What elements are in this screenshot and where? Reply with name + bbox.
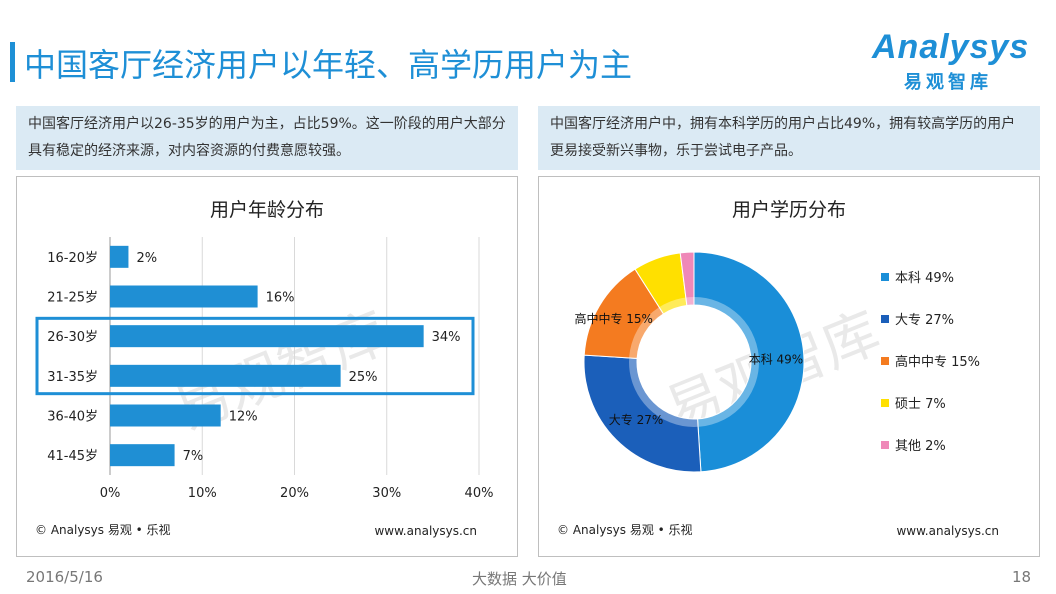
donut-inner-ring [629, 297, 759, 427]
legend-swatch [881, 399, 889, 407]
age-chart-title: 用户年龄分布 [209, 199, 324, 221]
bar [110, 444, 175, 467]
desc-right: 中国客厅经济用户中，拥有本科学历的用户占比49%，拥有较高学历的用户更易接受新兴… [538, 106, 1040, 170]
edu-chart-title: 用户学历分布 [731, 199, 846, 221]
legend-entry: 大专 27% [895, 313, 954, 328]
desc-left: 中国客厅经济用户以26-35岁的用户为主，占比59%。这一阶段的用户大部分具有稳… [16, 106, 518, 170]
data-label: 25% [349, 370, 378, 385]
slice-label: 大专 27% [609, 412, 664, 427]
edu-donut-chart: 本科 49% 大专 27% 高中中专 15% 本科 49% 大专 27% 高中中专 15%… [574, 251, 980, 473]
x-tick-label: 30% [372, 486, 401, 501]
bar [110, 364, 341, 387]
x-tick-label: 10% [188, 486, 217, 501]
x-tick-label: 0% [100, 486, 121, 501]
legend-entry: 高中中专 15% [895, 354, 980, 370]
data-label: 16% [266, 291, 295, 306]
data-label: 12% [229, 410, 258, 425]
footer-slogan: 大数据 大价值 [472, 570, 567, 588]
edu-chart-url: www.analysys.cn [896, 524, 999, 538]
bar [110, 245, 129, 268]
age-chart-panel: 易观智库 用户年龄分布 0% 10% 20% 30% 40% 16-20岁 2% 21-25岁… [16, 176, 518, 557]
legend-swatch [881, 357, 889, 365]
donut-slice [583, 354, 702, 473]
age-bar-chart: 0% 10% 20% 30% 40% 16-20岁 2% 21-25岁 16% 26-30岁 34%… [35, 237, 494, 501]
data-label: 34% [432, 330, 461, 345]
data-label: 7% [183, 449, 204, 464]
logo-word: Analysys [872, 28, 1030, 66]
x-tick-label: 20% [280, 486, 309, 501]
footer-date: 2016/5/16 [26, 568, 103, 586]
page-title: 中国客厅经济用户以年轻、高学历用户为主 [24, 46, 633, 84]
y-tick-label: 31-35岁 [47, 370, 98, 385]
edu-chart-source: © Analysys 易观 • 乐视 [557, 523, 693, 537]
slice-label: 本科 49% [749, 352, 804, 366]
edu-chart-panel: 易观智库 用户学历分布 本科 49%大专 27%高中中专 15%本科 49%大专… [538, 176, 1040, 557]
y-tick-label: 26-30岁 [47, 330, 98, 345]
slice-label: 高中中专 15% [574, 311, 653, 326]
legend-entry: 本科 49% [895, 271, 954, 286]
y-tick-label: 41-45岁 [47, 449, 98, 464]
age-chart-url: www.analysys.cn [374, 524, 477, 538]
legend-swatch [881, 315, 889, 323]
title-accent-bar [10, 42, 15, 82]
highlight-box [35, 316, 475, 396]
legend-swatch [881, 441, 889, 449]
y-tick-label: 21-25岁 [47, 291, 98, 306]
y-tick-label: 36-40岁 [47, 410, 98, 425]
logo-cn: 易观智库 [904, 72, 992, 93]
footer-page-number: 18 [1012, 568, 1032, 586]
bar [110, 404, 221, 427]
bar [110, 325, 424, 348]
data-label: 2% [136, 251, 157, 266]
bar [110, 285, 258, 308]
x-tick-label: 40% [465, 486, 494, 501]
analysys-logo: Analysys 易观智库 [872, 22, 1032, 94]
age-chart-source: © Analysys 易观 • 乐视 [35, 523, 171, 537]
donut-slice [693, 251, 805, 473]
legend-entry: 硕士 7% [895, 397, 946, 412]
donut-slice [679, 251, 695, 307]
legend-swatch [881, 273, 889, 281]
legend-entry: 其他 2% [895, 439, 946, 454]
y-tick-label: 16-20岁 [47, 251, 98, 266]
